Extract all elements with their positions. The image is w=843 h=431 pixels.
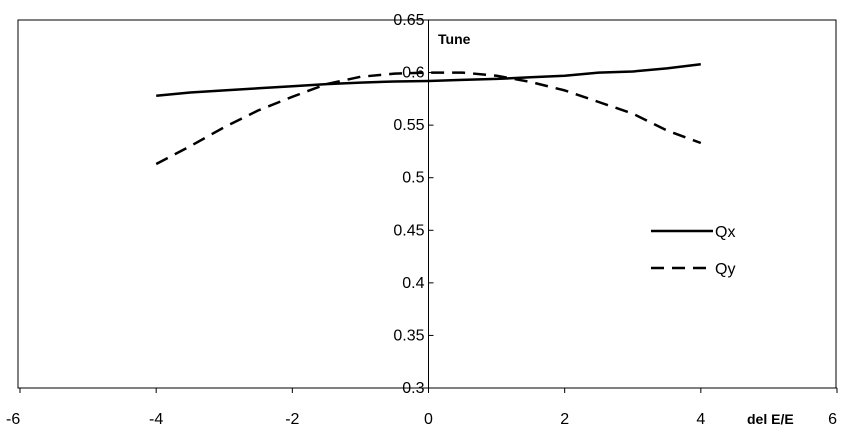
x-tick-label: 4 — [696, 411, 705, 428]
series-group — [155, 62, 702, 166]
x-tick-label: 0 — [424, 411, 433, 428]
y-tick-label: 0.5 — [402, 170, 424, 187]
x-axis-title: del E/E — [747, 411, 794, 427]
legend-label-qx: Qx — [715, 224, 735, 241]
y-tick-label: 0.3 — [402, 380, 424, 397]
axes: 0.30.350.40.450.50.550.60.65-6 -4 -2 0 2 4 6 — [6, 12, 838, 428]
y-tick-label: 0.4 — [402, 275, 424, 292]
y-tick-label: 0.65 — [393, 12, 424, 29]
y-tick-label: 0.35 — [393, 327, 424, 344]
x-tick-label: 2 — [560, 411, 569, 428]
plot-border — [17, 19, 837, 389]
x-tick-label: 6 — [828, 411, 837, 428]
x-tick-label: -6 — [6, 411, 20, 428]
y-tick-label: 0.45 — [393, 222, 424, 239]
x-tick-label: -2 — [285, 411, 299, 428]
y-axis-title: Tune — [438, 31, 471, 47]
legend: Qx Qy — [651, 224, 735, 278]
y-tick-label: 0.55 — [393, 117, 424, 134]
x-tick-label: -4 — [149, 411, 163, 428]
series-line-qx — [156, 62, 701, 97]
legend-label-qy: Qy — [715, 261, 735, 278]
